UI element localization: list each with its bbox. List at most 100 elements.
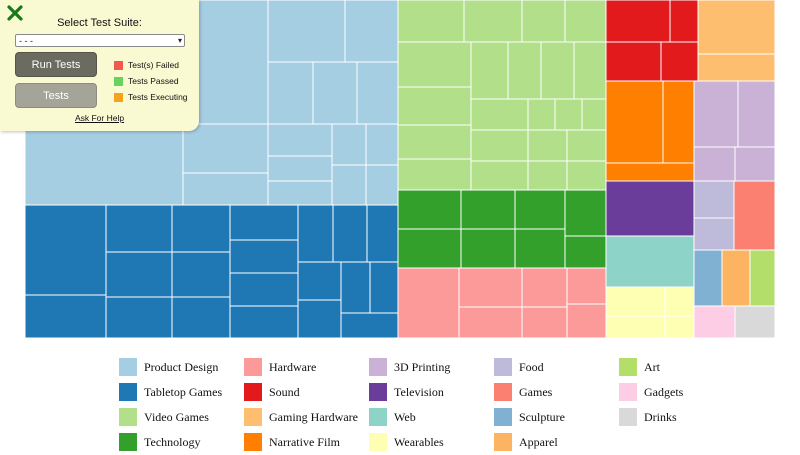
treemap-tile [460,228,516,269]
legend-label: Narrative Film [269,435,340,449]
legend-swatch [494,433,512,451]
treemap-tile [267,155,333,182]
test-control-panel: Select Test Suite: - - - ▾ Run Tests Tes… [0,0,199,131]
legend-label: Product Design [144,360,219,374]
legend-item: Sound [244,380,300,405]
treemap-tile [229,305,299,339]
legend-label: Television [394,385,444,399]
legend-item: Games [494,380,552,405]
treemap-tile [605,80,664,164]
legend-label: Food [519,360,544,374]
treemap-tile [566,303,607,339]
legend-label: Video Games [144,410,209,424]
treemap-tile [566,129,607,162]
treemap-tile [340,312,399,339]
run-tests-button[interactable]: Run Tests [15,52,97,77]
treemap-tile [267,123,333,157]
tests-button[interactable]: Tests [15,83,97,108]
legend-label: Games [519,385,553,399]
legend-swatch [119,358,137,376]
treemap-tile [721,249,751,307]
legend-label: 3D Printing [394,360,451,374]
legend-item: Technology [119,430,200,455]
legend-label: Hardware [269,360,317,374]
treemap-tile [267,180,333,206]
treemap-tile [344,0,399,63]
legend-label: Web [394,410,416,424]
treemap-tile [470,160,529,191]
legend-swatch [619,358,637,376]
treemap-tile [605,235,695,288]
treemap-tile [331,123,367,166]
treemap-tile [605,286,666,317]
treemap-tile [229,239,299,274]
treemap-tile [332,204,368,263]
treemap-tile [564,0,607,43]
treemap-tile [356,61,399,125]
chevron-down-icon: ▾ [177,36,182,45]
treemap-tile [331,164,367,206]
treemap-tile [182,172,269,206]
legend-item: Sculpture [494,405,565,430]
legend-item: Tabletop Games [119,380,222,405]
legend-item: Web [369,405,416,430]
treemap-tile [737,80,776,148]
status-passed: Tests Passed [114,73,188,89]
treemap-tile [369,261,399,314]
treemap-tile [366,204,399,263]
legend-item: Narrative Film [244,430,340,455]
test-suite-select[interactable]: - - - ▾ [15,34,185,47]
treemap-tile [693,249,723,307]
treemap-tile [521,0,566,43]
status-executing-swatch [114,92,123,102]
status-passed-swatch [114,76,123,86]
treemap-tile [460,189,516,230]
treemap-tile [697,0,776,55]
legend-item: Product Design [119,355,218,380]
treemap-tile [312,61,358,125]
treemap-tile [463,0,523,43]
status-executing-label: Tests Executing [128,92,188,102]
status-failed-swatch [114,60,123,70]
legend-label: Gadgets [644,385,684,399]
treemap-tile [749,249,776,307]
legend-swatch [244,408,262,426]
legend-swatch [494,408,512,426]
legend-item: Television [369,380,444,405]
test-status-legend: Test(s) Failed Tests Passed Tests Execut… [114,57,188,105]
legend-item: 3D Printing [369,355,450,380]
treemap-tile [171,204,231,253]
treemap-tile [229,272,299,307]
treemap-tile [554,98,583,131]
treemap-tile [470,98,529,131]
treemap-tile [470,129,529,162]
treemap-tile [527,98,556,131]
treemap-tile [397,158,472,191]
legend-swatch [244,433,262,451]
legend-swatch [494,383,512,401]
legend-item: Video Games [119,405,209,430]
treemap-tile [458,306,523,339]
treemap-tile [564,189,607,237]
treemap-tile [693,180,735,219]
ask-for-help-link[interactable]: Ask For Help [74,113,125,123]
treemap-tile [397,228,462,269]
treemap-tile [605,180,695,237]
legend-item: Wearables [369,430,444,455]
close-icon[interactable] [5,3,25,23]
legend-label: Sound [269,385,300,399]
legend-label: Art [644,360,660,374]
treemap-tile [693,217,735,251]
legend-swatch [119,433,137,451]
treemap-tile [24,294,107,339]
treemap-tile [397,0,465,43]
status-passed-label: Tests Passed [128,76,179,86]
treemap-tile [733,180,776,251]
treemap-tile [470,41,509,100]
treemap-tile [564,235,607,269]
legend-swatch [244,383,262,401]
status-executing: Tests Executing [114,89,188,105]
test-suite-select-value: - - - [19,36,33,46]
legend-label: Gaming Hardware [269,410,358,424]
